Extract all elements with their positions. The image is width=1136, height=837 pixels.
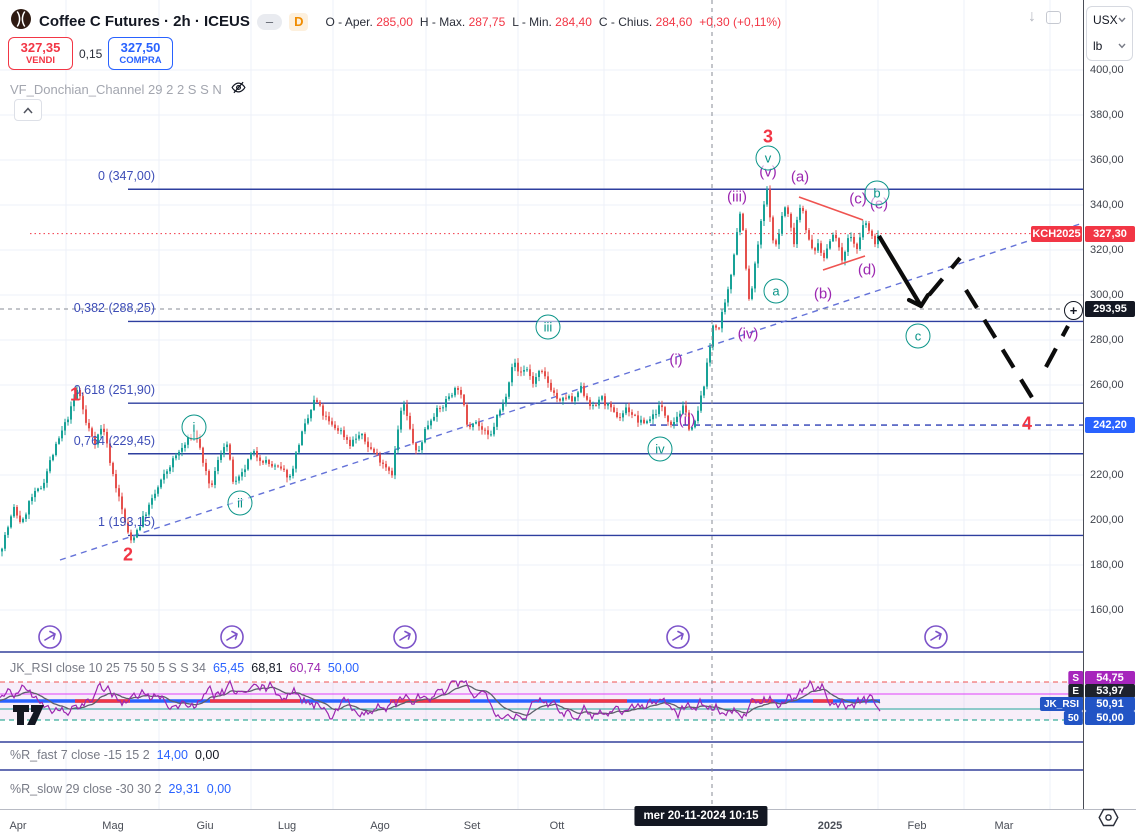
contract-label-badge: KCH2025 xyxy=(1031,226,1082,242)
ohlc-value: +0,30 (+0,11%) xyxy=(699,14,782,29)
collapse-button[interactable] xyxy=(14,99,42,121)
price-tick-label: 380,00 xyxy=(1090,109,1124,121)
price-tick-label: 260,00 xyxy=(1090,379,1124,391)
session-marker-icon[interactable] xyxy=(924,625,948,649)
rsi-value-badge: 54,75 xyxy=(1085,671,1135,685)
indicator-title: %R_fast 7 close -15 15 2 xyxy=(10,748,150,762)
donchian-indicator-row[interactable]: VF_Donchian_Channel 29 2 2 S S N xyxy=(10,79,247,99)
price-tick-label: 360,00 xyxy=(1090,154,1124,166)
time-axis-month-label: Giu xyxy=(196,820,214,832)
indicator-title: JK_RSI close 10 25 75 50 5 S S 34 xyxy=(10,661,206,675)
price-axis[interactable]: 400,00 380,00 360,00 340,00 320,00 300,00 280,… xyxy=(1083,0,1136,809)
ohlc-label: L - Min. xyxy=(512,14,556,29)
alert-price-badge: 242,20 xyxy=(1085,417,1135,434)
price-tick-label: 320,00 xyxy=(1090,244,1124,256)
wr-slow-indicator-row[interactable]: %R_slow 29 close -30 30 2 29,31 0,00 xyxy=(10,782,231,796)
time-axis-month-label: Ago xyxy=(370,820,390,832)
time-axis-month-label: Lug xyxy=(277,820,297,832)
donchian-label: VF_Donchian_Channel 29 2 2 S S N xyxy=(10,81,222,97)
indicator-value: 0,00 xyxy=(194,748,220,762)
price-tick-label: 340,00 xyxy=(1090,199,1124,211)
time-axis-month-label: Apr xyxy=(9,820,27,832)
indicator-value: 14,00 xyxy=(156,748,188,762)
ohlc-value: 284,40 xyxy=(555,14,592,29)
crosshair-price-badge: 293,95 xyxy=(1085,300,1135,317)
ohlc-label: H - Max. xyxy=(419,14,469,29)
symbol-header: Coffee C Futures · 2h · ICEUS – D O - Ap… xyxy=(10,8,788,35)
price-tick-label: 220,00 xyxy=(1090,469,1124,481)
ohlc-label: O - Aper. xyxy=(325,14,377,29)
time-axis-month-label: Ott xyxy=(549,820,565,832)
ohlc-row: O - Aper. 285,00 H - Max. 287,75 L - Min. … xyxy=(325,15,788,29)
rsi-plot-tag: JK_RSI xyxy=(1039,697,1083,711)
interval-badge[interactable]: D xyxy=(289,12,309,31)
chart-canvas[interactable] xyxy=(0,0,1083,809)
time-axis-month-label: 2025 xyxy=(817,820,843,832)
price-tick-label: 280,00 xyxy=(1090,334,1124,346)
rsi-plot-tag: S xyxy=(1068,671,1083,685)
unit-value: lb xyxy=(1093,39,1103,53)
session-marker-icon[interactable] xyxy=(393,625,417,649)
download-arrow-icon[interactable]: ↓ xyxy=(1028,8,1036,25)
rsi-plot-tag: E xyxy=(1068,684,1083,698)
ohlc-label: C - Chius. xyxy=(598,14,656,29)
buy-button[interactable]: 327,50 COMPRA xyxy=(108,37,173,70)
ohlc-value: 284,60 xyxy=(655,14,693,29)
currency-value: USX xyxy=(1093,13,1118,27)
eye-off-icon[interactable] xyxy=(230,79,247,99)
time-axis[interactable]: Apr Mag Giu Lug Ago Set Ott 2025 Feb Mar xyxy=(0,809,1136,837)
price-tick-label: 400,00 xyxy=(1090,64,1124,76)
rsi-indicator-row[interactable]: JK_RSI close 10 25 75 50 5 S S 34 65,45 68… xyxy=(10,661,359,675)
chart-pane[interactable]: 0 (347,00) 0,382 (288,25) 0,618 (251,90) 0,… xyxy=(0,0,1083,809)
unit-selector: USX lb xyxy=(1086,6,1133,61)
sell-price: 327,35 xyxy=(20,40,61,55)
rsi-value-badge: 53,97 xyxy=(1085,684,1135,698)
indicator-value: 68,81 xyxy=(251,661,283,675)
sell-button[interactable]: 327,35 VENDI xyxy=(8,37,73,70)
coffee-logo-icon xyxy=(10,8,32,35)
currency-dropdown[interactable]: USX xyxy=(1087,7,1132,33)
price-tick-label: 200,00 xyxy=(1090,514,1124,526)
screenshot-icon[interactable] xyxy=(1046,10,1061,24)
sell-label: VENDI xyxy=(25,55,56,66)
crosshair-date-badge: mer 20-11-2024 10:15 xyxy=(634,806,768,826)
ohlc-value: 285,00 xyxy=(376,14,413,29)
price-tick-label: 180,00 xyxy=(1090,559,1124,571)
time-axis-month-label: Feb xyxy=(907,820,927,832)
rsi-value-badge: 50,00 xyxy=(1085,711,1135,725)
session-marker-icon[interactable] xyxy=(220,625,244,649)
chevron-down-icon xyxy=(1118,17,1126,23)
rsi-plot-tag: 50 xyxy=(1063,711,1083,725)
crosshair-plus-icon[interactable]: + xyxy=(1064,301,1083,320)
indicator-value: 65,45 xyxy=(212,661,245,675)
price-tick-label: 300,00 xyxy=(1090,289,1124,301)
indicator-value: 60,74 xyxy=(289,661,321,675)
unit-dropdown[interactable]: lb xyxy=(1087,33,1132,59)
timezone-settings-icon[interactable] xyxy=(1097,807,1120,833)
chevron-down-icon xyxy=(1118,43,1126,49)
buy-price: 327,50 xyxy=(120,40,161,55)
interval-minus-badge[interactable]: – xyxy=(256,13,283,30)
time-axis-month-label: Mar xyxy=(994,820,1014,832)
indicator-value: 50,00 xyxy=(327,661,360,675)
session-marker-icon[interactable] xyxy=(666,625,690,649)
indicator-title: %R_slow 29 close -30 30 2 xyxy=(10,782,162,796)
buy-label: COMPRA xyxy=(119,55,162,66)
session-marker-icon[interactable] xyxy=(38,625,62,649)
last-price-badge: 327,30 xyxy=(1085,225,1135,242)
indicator-value: 0,00 xyxy=(206,782,232,796)
chevron-up-icon xyxy=(23,106,33,113)
chart-toolbar-icons: ↓ xyxy=(1028,8,1061,26)
time-axis-month-label: Set xyxy=(463,820,481,832)
symbol-title[interactable]: Coffee C Futures · 2h · ICEUS xyxy=(39,13,250,30)
time-axis-month-label: Mag xyxy=(102,820,124,832)
rsi-value-badge: 50,91 xyxy=(1085,697,1135,711)
tradingview-logo[interactable] xyxy=(12,704,46,731)
wr-fast-indicator-row[interactable]: %R_fast 7 close -15 15 2 14,00 0,00 xyxy=(10,748,219,762)
spread-value: 0,15 xyxy=(79,47,103,61)
ohlc-value: 287,75 xyxy=(468,14,506,29)
indicator-value: 29,31 xyxy=(168,782,200,796)
price-tick-label: 160,00 xyxy=(1090,604,1124,616)
